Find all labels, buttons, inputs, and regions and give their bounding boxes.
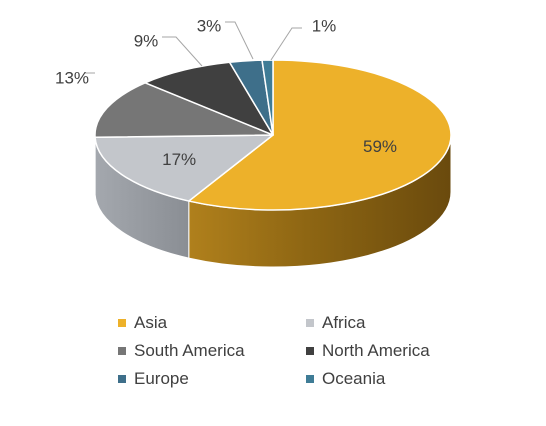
- pie-slice-asia: [188, 59, 452, 211]
- legend-swatch-south-america: [118, 347, 126, 355]
- legend-item-europe: Europe: [118, 368, 306, 390]
- legend-item-oceania: Oceania: [306, 368, 494, 390]
- pie-chart: 59% 17% 13% 9% 3% 1%: [55, 17, 452, 268]
- legend-swatch-north-america: [306, 347, 314, 355]
- legend-label-africa: Africa: [322, 313, 366, 332]
- legend-label-europe: Europe: [134, 369, 189, 388]
- legend-item-north-america: North America: [306, 340, 494, 362]
- legend-swatch-asia: [118, 319, 126, 327]
- leader-line-oceania: [270, 27, 302, 61]
- leader-line-north-america: [162, 36, 203, 67]
- legend-label-oceania: Oceania: [322, 369, 386, 388]
- pie-slice-oceania: [261, 59, 274, 136]
- data-label-south-america: 13%: [55, 69, 89, 88]
- data-label-asia: 59%: [363, 137, 397, 156]
- data-label-europe: 3%: [197, 17, 222, 36]
- data-label-north-america: 9%: [134, 32, 159, 51]
- data-label-oceania: 1%: [312, 17, 337, 36]
- legend: Asia Africa South America North America …: [118, 312, 518, 390]
- pie-slice-north-america: [144, 61, 274, 136]
- legend-item-asia: Asia: [118, 312, 306, 334]
- pie-chart-area: 59% 17% 13% 9% 3% 1%: [55, 17, 452, 268]
- data-label-africa: 17%: [162, 150, 196, 169]
- legend-label-south-america: South America: [134, 341, 245, 360]
- pie-slice-south-america: [94, 82, 274, 139]
- legend-label-asia: Asia: [134, 313, 168, 332]
- legend-item-africa: Africa: [306, 312, 494, 334]
- pie-slice-africa: [94, 134, 274, 202]
- legend-swatch-africa: [306, 319, 314, 327]
- legend-label-north-america: North America: [322, 341, 430, 360]
- leader-line-europe: [225, 21, 254, 60]
- legend-swatch-oceania: [306, 375, 314, 383]
- legend-swatch-europe: [118, 375, 126, 383]
- legend-item-south-america: South America: [118, 340, 306, 362]
